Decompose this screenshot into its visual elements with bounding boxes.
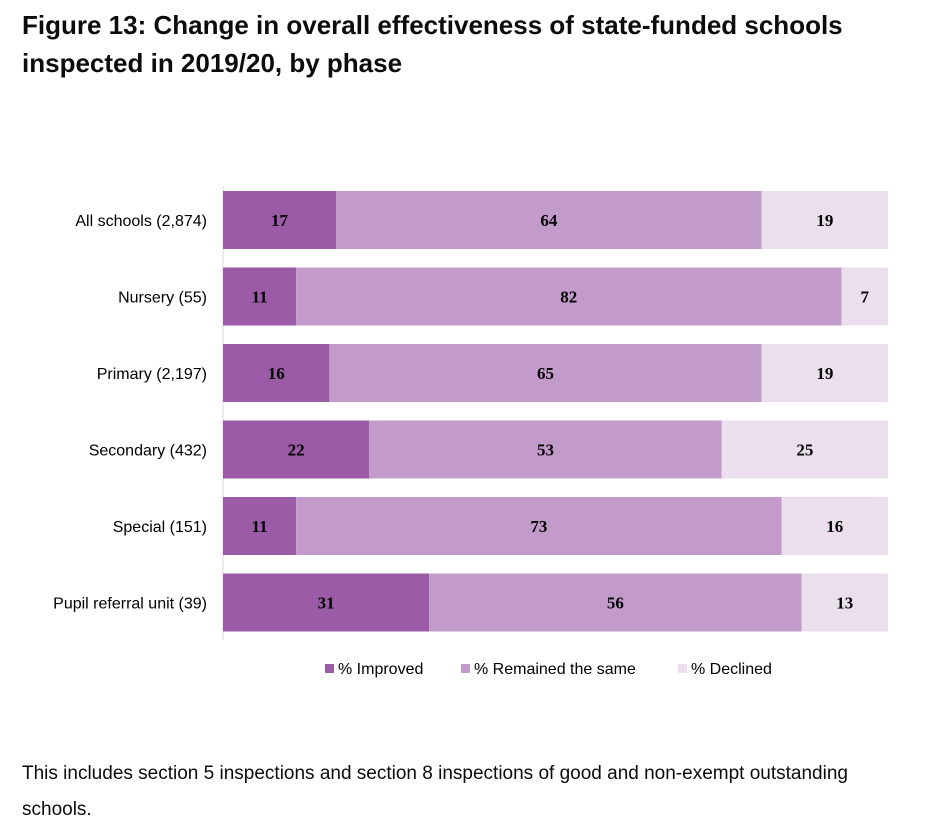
bar-segment — [781, 497, 888, 555]
data-label: 16 — [826, 517, 843, 536]
category-label: Secondary (432) — [89, 443, 207, 460]
data-label: 53 — [537, 441, 554, 460]
data-label: 31 — [318, 594, 335, 613]
legend-label: % Remained the same — [474, 661, 636, 678]
data-label: 17 — [271, 211, 289, 230]
stacked-bar-chart: All schools (2,874) 17 64 19 Nursery (55) 11 8… — [53, 186, 888, 678]
bar-segment — [223, 267, 297, 326]
legend-label: % Declined — [691, 661, 772, 678]
data-label: 19 — [816, 211, 833, 230]
figure-title: Figure 13: Change in overall effectivene… — [22, 10, 843, 78]
bar-segment — [721, 420, 888, 479]
bar-segment — [223, 497, 297, 555]
category-label: Pupil referral unit (39) — [53, 596, 207, 613]
data-label: 25 — [796, 441, 813, 460]
data-label: 56 — [607, 594, 624, 613]
data-label: 11 — [252, 517, 268, 536]
category-label: Primary (2,197) — [97, 366, 207, 383]
bar-segment — [223, 420, 370, 479]
data-label: 82 — [560, 288, 577, 307]
bar-segment — [761, 344, 888, 402]
bar-segment — [296, 267, 842, 326]
bar-segment — [801, 573, 888, 632]
chart: All schools (2,874) 17 64 19 Nursery (55) 11 8… — [0, 160, 938, 700]
bar-segment — [329, 344, 762, 402]
data-label: 65 — [537, 364, 554, 383]
legend-swatch — [678, 664, 687, 673]
bar-segment — [223, 573, 430, 632]
data-label: 13 — [836, 594, 853, 613]
data-label: 16 — [268, 364, 285, 383]
category-label: Special (151) — [113, 519, 207, 536]
bar-segment — [223, 191, 337, 249]
legend-label: % Improved — [338, 661, 423, 678]
bar-segment — [336, 191, 762, 249]
figure-note: This includes section 5 inspections and … — [22, 763, 848, 820]
bar-segment — [223, 344, 330, 402]
data-label: 64 — [540, 211, 558, 230]
data-label: 22 — [288, 441, 305, 460]
data-label: 73 — [530, 517, 547, 536]
bar-segment — [296, 497, 782, 555]
data-label: 11 — [252, 288, 268, 307]
data-label: 19 — [816, 364, 833, 383]
bar-segment — [761, 191, 888, 249]
category-label: Nursery (55) — [118, 290, 207, 307]
bar-segment — [429, 573, 802, 632]
category-label: All schools (2,874) — [75, 213, 207, 230]
data-label: 7 — [860, 288, 869, 307]
legend-swatch — [325, 664, 334, 673]
bar-segment — [369, 420, 722, 479]
bar-segment — [841, 267, 888, 326]
legend-swatch — [461, 664, 470, 673]
